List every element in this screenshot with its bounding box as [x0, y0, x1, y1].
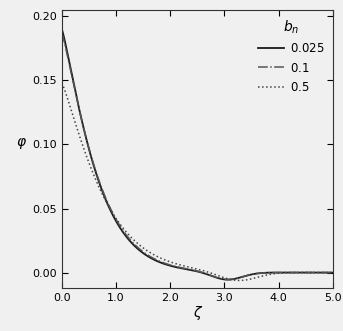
X-axis label: ζ: ζ: [193, 306, 201, 320]
Legend: $\mathit{0.025}$, $\mathit{0.1}$, $\mathit{0.5}$: $\mathit{0.025}$, $\mathit{0.1}$, $\math…: [256, 16, 327, 96]
Y-axis label: φ: φ: [16, 135, 26, 149]
